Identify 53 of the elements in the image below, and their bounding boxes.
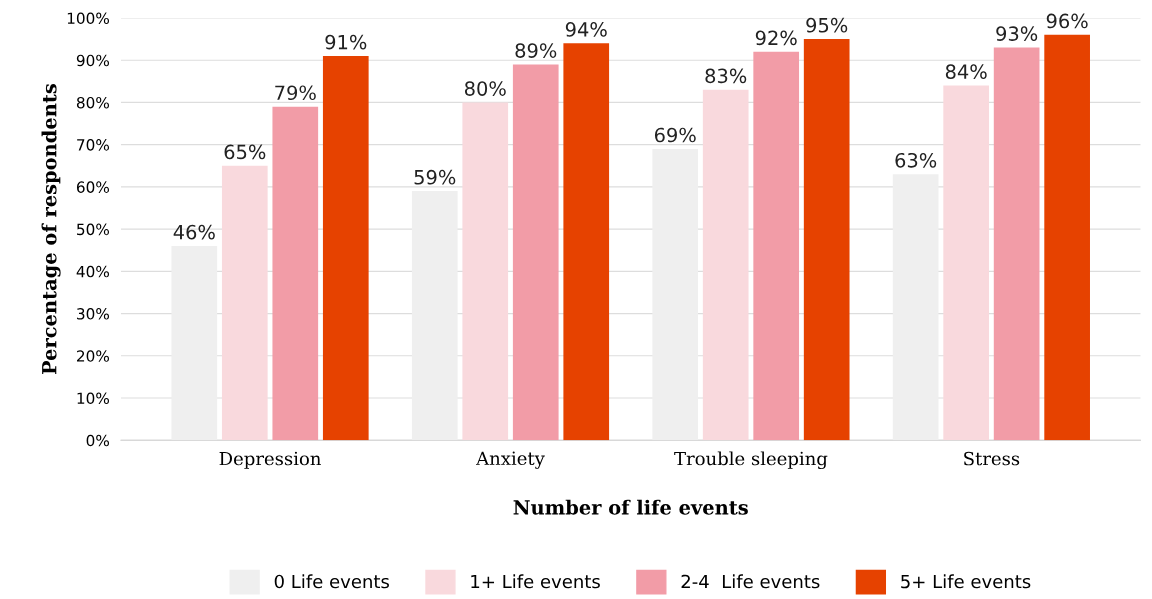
bar (892, 174, 939, 441)
x-tick-label: Anxiety (476, 451, 545, 469)
data-label: 79% (275, 85, 316, 101)
bar (753, 51, 800, 441)
legend-label: 2-4 Life events (681, 574, 820, 589)
data-label: 46% (173, 224, 215, 240)
bar (171, 246, 218, 441)
y-tick-label: 60% (76, 181, 110, 193)
bar (322, 55, 369, 441)
bar (943, 85, 989, 441)
data-label: 95% (806, 17, 848, 33)
bar (221, 165, 268, 441)
legend-label: 0 Life events (274, 574, 389, 589)
data-label: 83% (705, 68, 747, 84)
y-tick-label: 90% (76, 54, 110, 67)
data-label: 63% (895, 152, 937, 168)
data-label: 65% (224, 144, 266, 160)
y-tick-label: 70% (77, 139, 110, 151)
y-tick-label: 0% (86, 434, 110, 447)
y-tick-label: 20% (77, 350, 110, 362)
y-tick-label: 30% (77, 308, 110, 320)
data-label: 93% (996, 26, 1038, 41)
y-axis-title: Percentage of respondents (41, 84, 61, 375)
bar (563, 43, 610, 441)
x-tick-label: Stress (964, 451, 1020, 466)
legend-label: 1+ Life events (471, 574, 600, 589)
bar (462, 102, 509, 441)
data-label: 69% (654, 127, 696, 143)
data-label: 94% (565, 22, 607, 37)
y-tick-label: 100% (67, 12, 110, 24)
y-tick-label: 40% (76, 265, 110, 278)
y-tick-label: 10% (77, 392, 110, 405)
x-axis-title: Number of life events (513, 499, 748, 515)
y-tick-label: 50% (77, 223, 110, 236)
bar (1044, 34, 1090, 441)
data-label: 91% (325, 34, 367, 50)
data-label: 80% (464, 81, 506, 96)
data-label: 92% (755, 30, 797, 46)
bar (652, 148, 699, 441)
data-label: 96% (1046, 13, 1088, 29)
y-tick-label: 80% (76, 96, 110, 109)
data-label: 89% (515, 43, 557, 58)
x-tick-label: Trouble sleeping (674, 451, 828, 470)
x-tick-label: Depression (219, 451, 321, 469)
legend-label: 5+ Life events (901, 574, 1031, 589)
bar (993, 47, 1040, 441)
bar (803, 39, 850, 441)
bar (272, 106, 319, 441)
data-label: 84% (945, 64, 987, 79)
bar (702, 89, 749, 441)
bar (411, 191, 458, 441)
bar (512, 64, 559, 441)
data-label: 59% (414, 169, 456, 185)
